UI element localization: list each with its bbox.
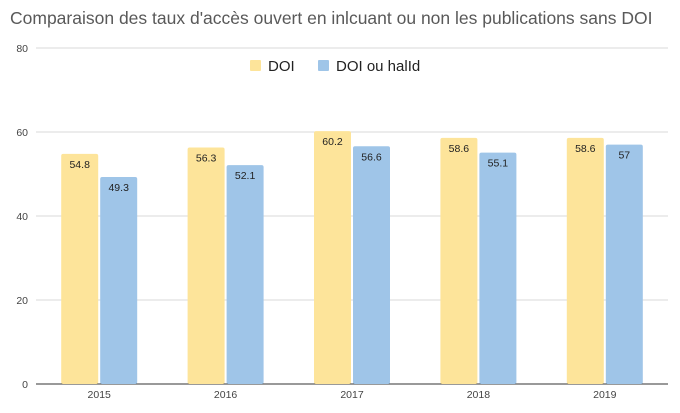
y-tick-label: 60 (16, 127, 28, 139)
bar-group-2017: 60.2 56.6 (314, 131, 390, 384)
data-label: 49.3 (108, 182, 129, 194)
bar-doi-ou-halid-2019 (605, 144, 643, 384)
bar-group-2018: 58.6 55.1 (440, 137, 517, 384)
x-tick-label: 2018 (467, 389, 491, 401)
bar-doi-ou-halid-2018 (479, 152, 517, 384)
bar-doi-ou-halid-2016 (226, 165, 264, 384)
data-label: 58.6 (575, 143, 596, 155)
y-axis: 0 20 40 60 80 (16, 43, 28, 391)
x-tick-label: 2019 (593, 389, 617, 401)
bar-doi-2019 (566, 137, 604, 384)
legend-label: DOI ou halId (336, 58, 420, 75)
gridlines (36, 47, 668, 385)
legend: DOI DOI ou halId (250, 58, 420, 75)
legend-swatch (318, 60, 329, 71)
y-tick-label: 40 (16, 211, 28, 223)
data-label: 57 (618, 150, 630, 162)
data-label: 60.2 (322, 136, 343, 148)
legend-swatch (250, 60, 261, 71)
bar-doi-2015 (61, 153, 99, 384)
bar-group-2016: 56.3 52.1 (187, 147, 264, 384)
y-tick-label: 20 (16, 295, 28, 307)
y-tick-label: 0 (22, 379, 28, 391)
bar-doi-ou-halid-2017 (353, 146, 390, 384)
bars: 54.8 49.3 56.3 52.1 60.2 56.6 58.6 55.1 58.6 57 (61, 131, 643, 384)
chart-title: Comparaison des taux d'accès ouvert en i… (10, 8, 652, 28)
bar-doi-2016 (187, 147, 225, 384)
data-label: 56.6 (361, 151, 382, 163)
bar-doi-ou-halid-2015 (100, 176, 138, 384)
bar-group-2015: 54.8 49.3 (61, 153, 138, 384)
data-label: 52.1 (235, 170, 256, 182)
data-label: 55.1 (488, 158, 509, 170)
legend-item-doi: DOI (250, 58, 295, 75)
y-tick-label: 80 (16, 43, 28, 55)
x-tick-label: 2017 (340, 389, 364, 401)
data-label: 58.6 (449, 143, 470, 155)
x-tick-label: 2016 (214, 389, 238, 401)
legend-item-doi-ou-halid: DOI ou halId (318, 58, 420, 75)
legend-label: DOI (268, 58, 295, 75)
x-tick-label: 2015 (88, 389, 112, 401)
bar-group-2019: 58.6 57 (566, 137, 643, 384)
bar-doi-2017 (314, 131, 351, 384)
x-axis: 2015 2016 2017 2018 2019 (88, 389, 617, 401)
data-label: 54.8 (69, 159, 90, 171)
bar-doi-2018 (440, 137, 478, 384)
data-label: 56.3 (196, 153, 217, 165)
